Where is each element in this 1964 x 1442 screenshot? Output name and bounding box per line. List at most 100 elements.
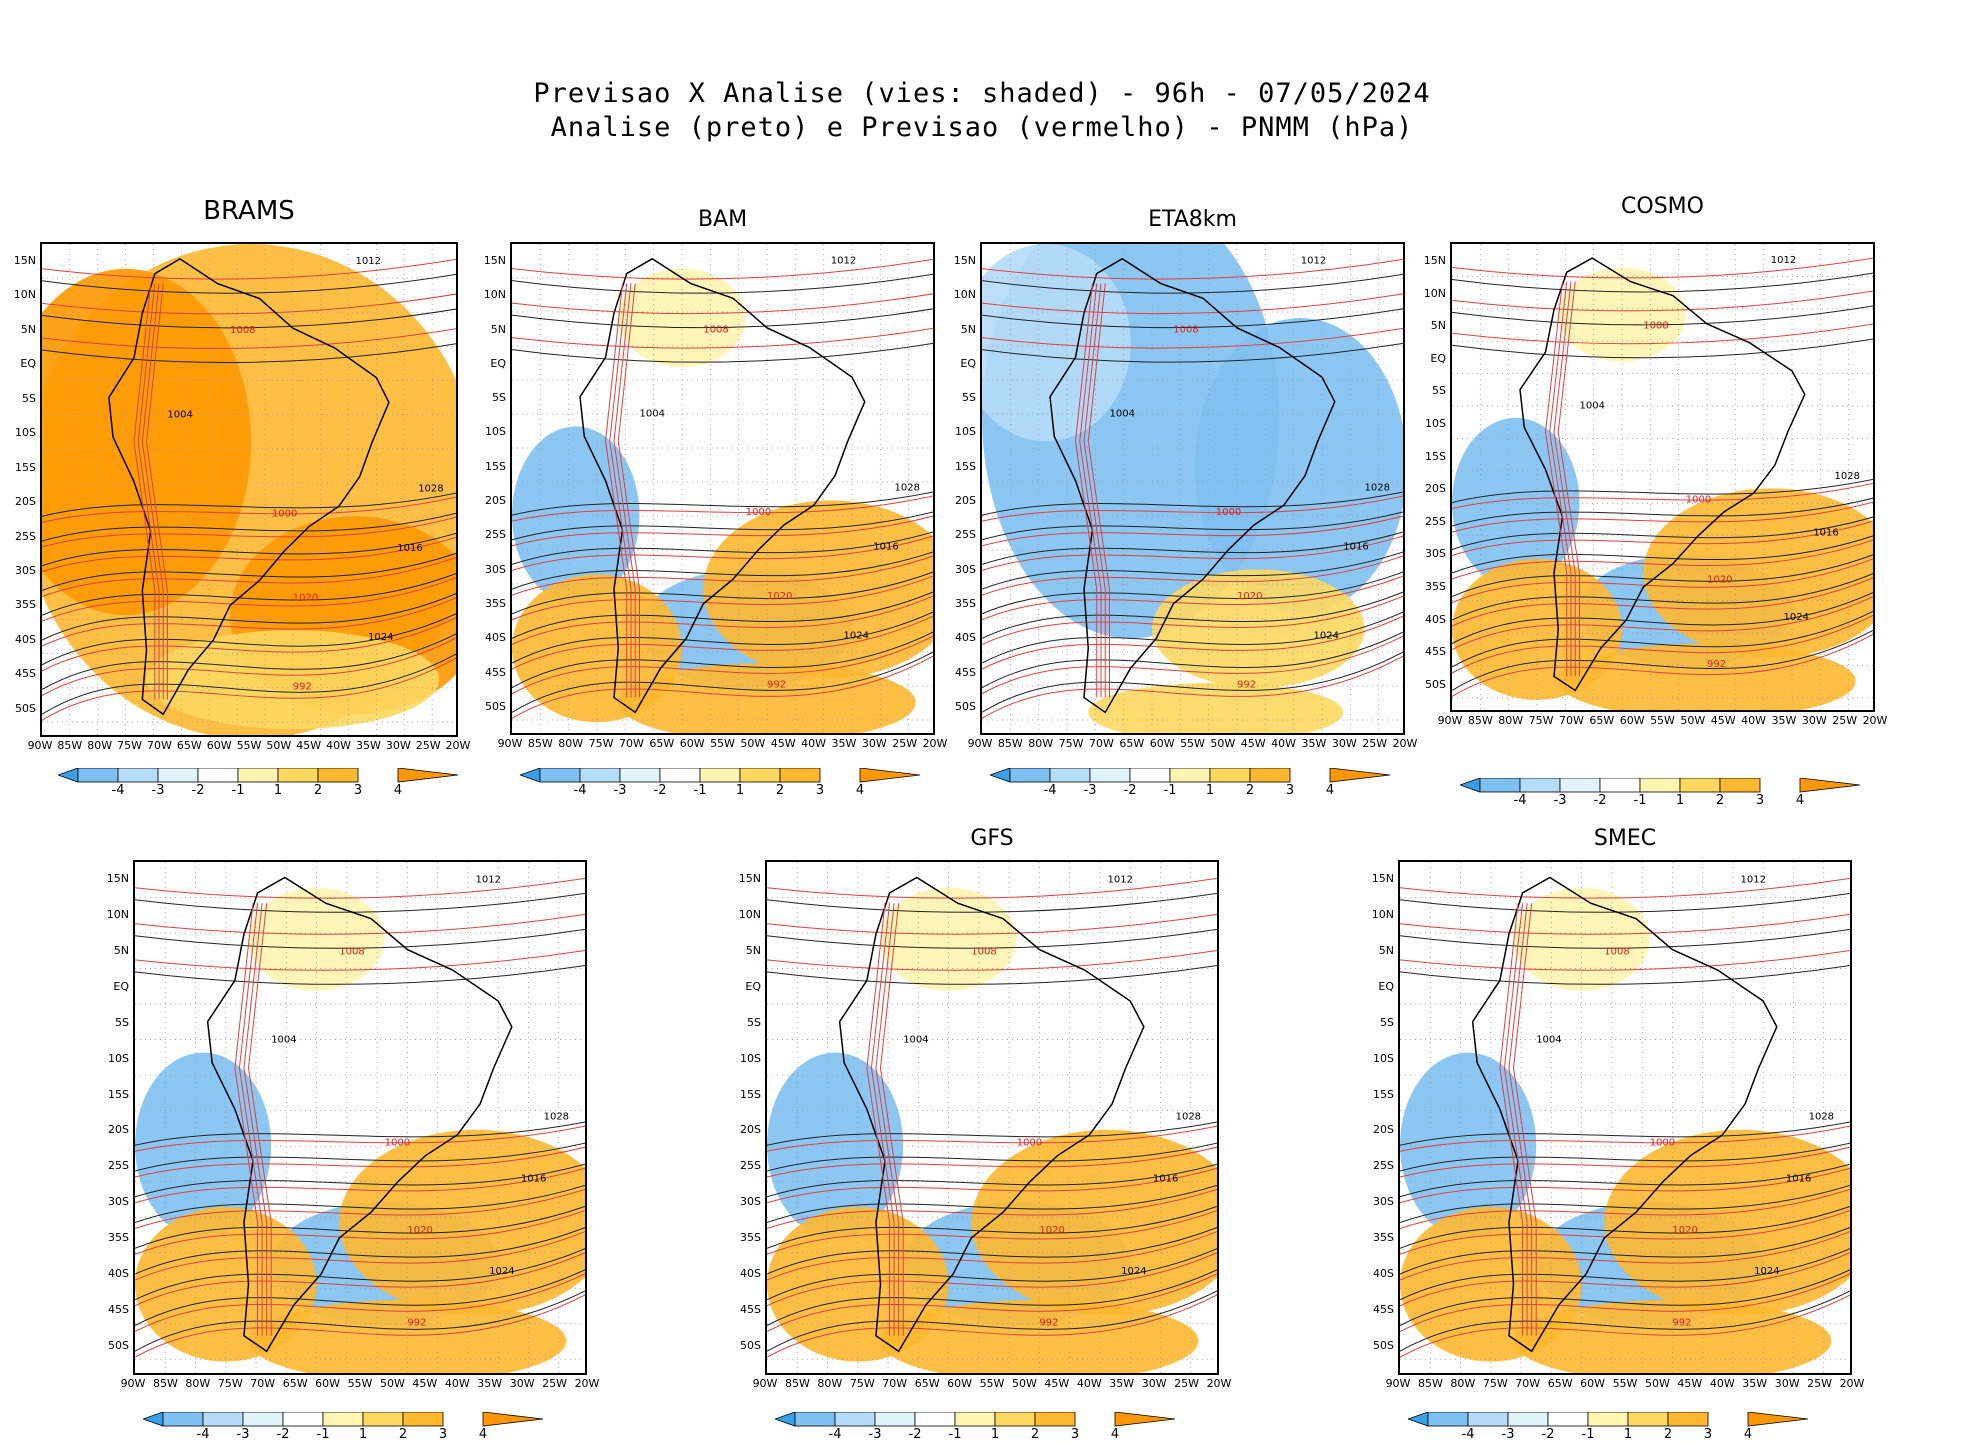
colorbar-tick-label: 4 (1743, 1427, 1753, 1442)
forecast-isobar (982, 655, 1403, 719)
colorbar-segment (1249, 767, 1291, 783)
latitude-label: 30S (15, 564, 36, 577)
longitude-label: 80W (1450, 1377, 1476, 1390)
colorbar-tick-label: -3 (1553, 793, 1567, 808)
bias-shading-area (880, 1299, 1199, 1373)
colorbar-segment (739, 767, 781, 783)
andes-forecast-contour (1544, 281, 1568, 677)
analysis-isobar (512, 551, 933, 590)
andes-forecast-contour (609, 283, 632, 698)
longitude-label: 20W (445, 739, 471, 752)
isobar-label: 1000 (1216, 507, 1241, 518)
isobar-label: 1020 (407, 1225, 432, 1236)
colorbar-tick-label: -3 (1501, 1427, 1515, 1442)
forecast-isobar (767, 1188, 1217, 1229)
longitude-label: 85W (152, 1377, 178, 1390)
longitude-label: 30W (1141, 1377, 1167, 1390)
isobar-label: 1024 (368, 632, 393, 643)
forecast-isobar (982, 635, 1403, 695)
analysis-isobar (1400, 1184, 1850, 1223)
colorbar-tick-label: 2 (1030, 1427, 1040, 1442)
isobar-label: 1024 (489, 1266, 514, 1277)
colorbar-segment (1329, 767, 1391, 783)
longitude-label: 25W (415, 739, 441, 752)
latitude-label: 10S (740, 1051, 761, 1065)
analysis-isobar (42, 343, 456, 363)
longitude-label: 90W (967, 737, 993, 750)
analysis-isobar (1452, 535, 1873, 574)
colorbar-tick-label: 4 (855, 783, 865, 798)
longitude-label: 35W (1109, 1377, 1135, 1390)
longitude-label: 55W (1612, 1377, 1638, 1390)
colorbar: -4 -3 -2 -1 1 2 3 4 (518, 767, 930, 798)
colorbar-segment (1467, 1411, 1509, 1427)
latitude-label: 25S (955, 528, 976, 542)
forecast-isobar (1452, 558, 1873, 603)
latitude-label: 25S (1373, 1159, 1394, 1173)
isobar-label: 1012 (356, 256, 381, 267)
analysis-isobar (767, 1121, 1217, 1146)
longitude-label: 35W (477, 1377, 503, 1390)
longitude-label: 80W (1498, 714, 1524, 727)
longitude-label: 55W (710, 737, 735, 750)
isobar-label: 1004 (1580, 401, 1605, 412)
forecast-isobar (135, 1167, 585, 1204)
bias-shading-area (1513, 1299, 1832, 1373)
colorbar-segment (322, 1411, 364, 1427)
longitude-label: 30W (1331, 737, 1357, 750)
longitude-label: 90W (120, 1377, 146, 1390)
isobar-label: 992 (1039, 1318, 1058, 1329)
colorbar-segment (397, 767, 459, 783)
bias-shading-area (1194, 317, 1403, 614)
analysis-isobar (135, 1142, 585, 1172)
analysis-isobar (512, 571, 933, 615)
longitude-label: 25W (1174, 1377, 1199, 1390)
isobar-label: 1020 (1039, 1225, 1064, 1236)
isobar-label: 1028 (1835, 471, 1860, 482)
analysis-isobar (42, 512, 456, 542)
longitude-label: 75W (117, 739, 142, 752)
colorbar-tick-label: 1 (1623, 1427, 1633, 1442)
latitude-label: 50S (15, 701, 36, 715)
isobar-label: 1028 (1809, 1112, 1834, 1123)
latitude-label: EQ (490, 356, 506, 370)
analysis-isobar (982, 631, 1403, 689)
colorbar: -4 -3 -2 -1 1 2 3 4 (1458, 777, 1870, 808)
colorbar-segment (1114, 1411, 1176, 1427)
forecast-isobar (767, 1146, 1217, 1178)
forecast-isobar (42, 657, 456, 721)
longitude-label: 75W (1058, 737, 1084, 750)
forecast-isobar (1400, 1209, 1850, 1255)
longitude-label: 65W (176, 739, 202, 752)
latitude-label: 10S (1425, 416, 1446, 430)
colorbar-segment (1507, 1411, 1549, 1427)
andes-forecast-contour (1553, 281, 1576, 677)
analysis-isobar (982, 273, 1403, 294)
analysis-isobar (982, 531, 1403, 565)
colorbar-tick-label: 1 (358, 1427, 368, 1442)
colorbar-segment (56, 767, 79, 783)
forecast-isobar (512, 595, 933, 645)
colorbar-segment (988, 767, 1011, 783)
isobar-label: 1004 (903, 1034, 928, 1045)
bias-shading-area (512, 426, 640, 604)
latitude-label: 30S (1425, 547, 1446, 561)
colorbar-tick-label: 1 (735, 783, 745, 798)
latitude-label: 25S (740, 1159, 761, 1173)
isobar-label: 1012 (1771, 255, 1796, 266)
latitude-label: 15S (1373, 1087, 1394, 1101)
forecast-isobar (512, 495, 933, 522)
panel-title: ETA8km (1148, 207, 1237, 232)
longitude-label: 70W (1515, 1377, 1541, 1390)
longitude-label: 25W (1362, 737, 1388, 750)
forecast-isobar (42, 516, 456, 548)
isobar-label: 1008 (1173, 325, 1198, 336)
latitude-label: 40S (1373, 1267, 1394, 1281)
panel-title: GFS (970, 826, 1014, 851)
forecast-isobar (135, 1294, 585, 1358)
colorbar-segment (77, 767, 119, 783)
forecast-isobar (512, 555, 933, 596)
latitude-label: 35S (15, 598, 36, 612)
forecast-isobar (1452, 290, 1873, 312)
analysis-isobar (982, 511, 1403, 541)
